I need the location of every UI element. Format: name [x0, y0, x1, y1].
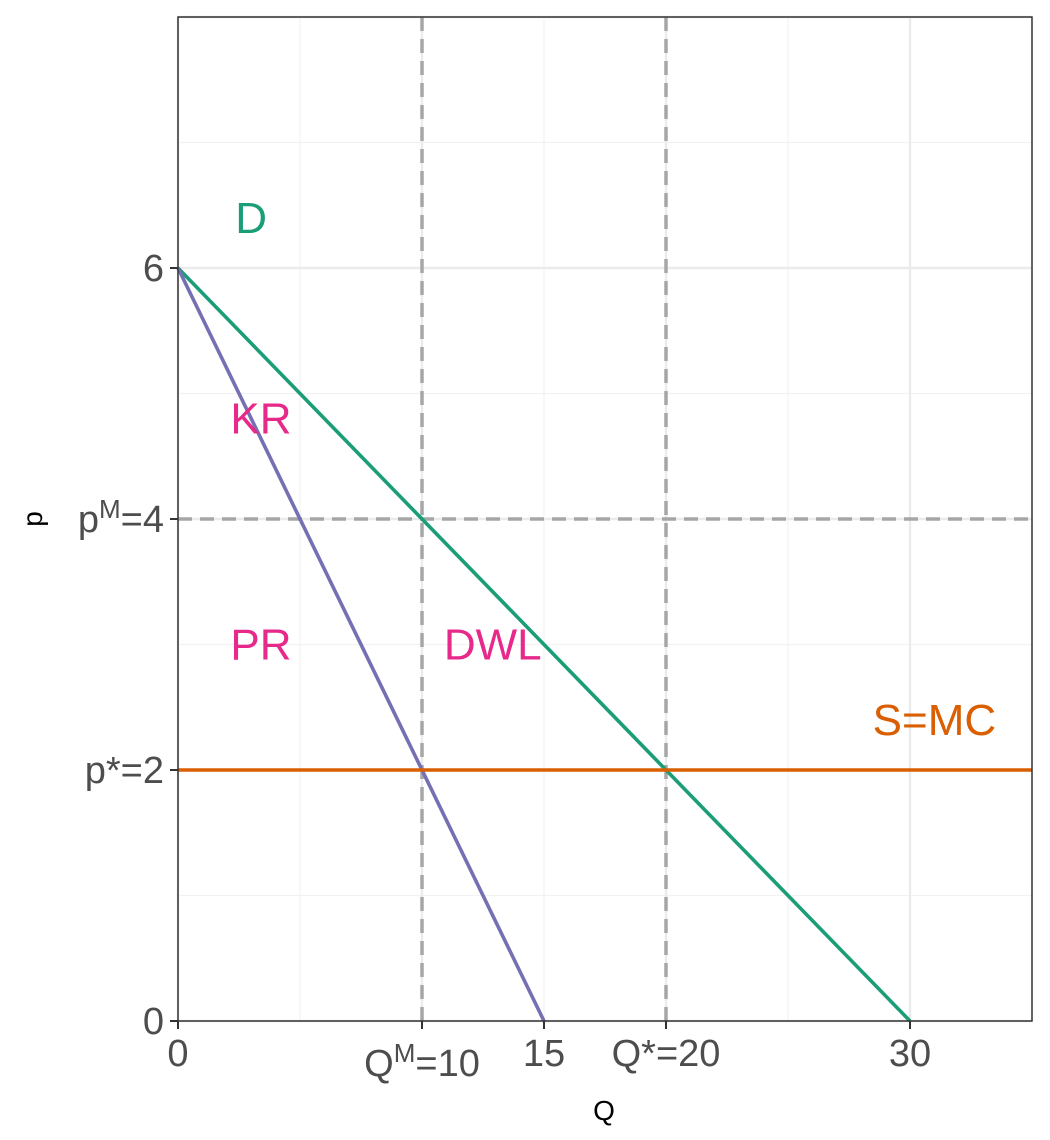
series-line-demand: [176, 266, 912, 1023]
y-tick-label: p*=2: [85, 750, 164, 792]
reference-lines: [178, 17, 1032, 1021]
y-tick-label: pM=4: [78, 494, 164, 541]
x-tick-label: 30: [889, 1033, 931, 1075]
x-tick-label: 15: [523, 1033, 565, 1075]
series-lines: [176, 266, 1032, 1023]
series-line-mr: [176, 267, 546, 1022]
x-tick-label: Q*=20: [612, 1033, 721, 1075]
annotation-label: KR: [230, 395, 291, 444]
annotation-label: DWL: [444, 621, 542, 670]
y-tick-label: 0: [143, 1001, 164, 1043]
y-axis-title: p: [17, 511, 48, 527]
x-tick-label: 0: [167, 1033, 188, 1075]
x-axis-title: Q: [593, 1095, 615, 1126]
annotation-label: PR: [230, 621, 291, 670]
annotation-label: S=MC: [873, 696, 996, 745]
x-tick-label: QM=10: [364, 1038, 480, 1085]
annotations: D KR PR DWL S=MC: [230, 194, 996, 745]
annotation-label: D: [235, 194, 267, 243]
y-tick-label: 6: [143, 248, 164, 290]
axes: 0 QM=10 15 Q*=20 30 0 p*=2 pM=4 6: [78, 248, 931, 1085]
